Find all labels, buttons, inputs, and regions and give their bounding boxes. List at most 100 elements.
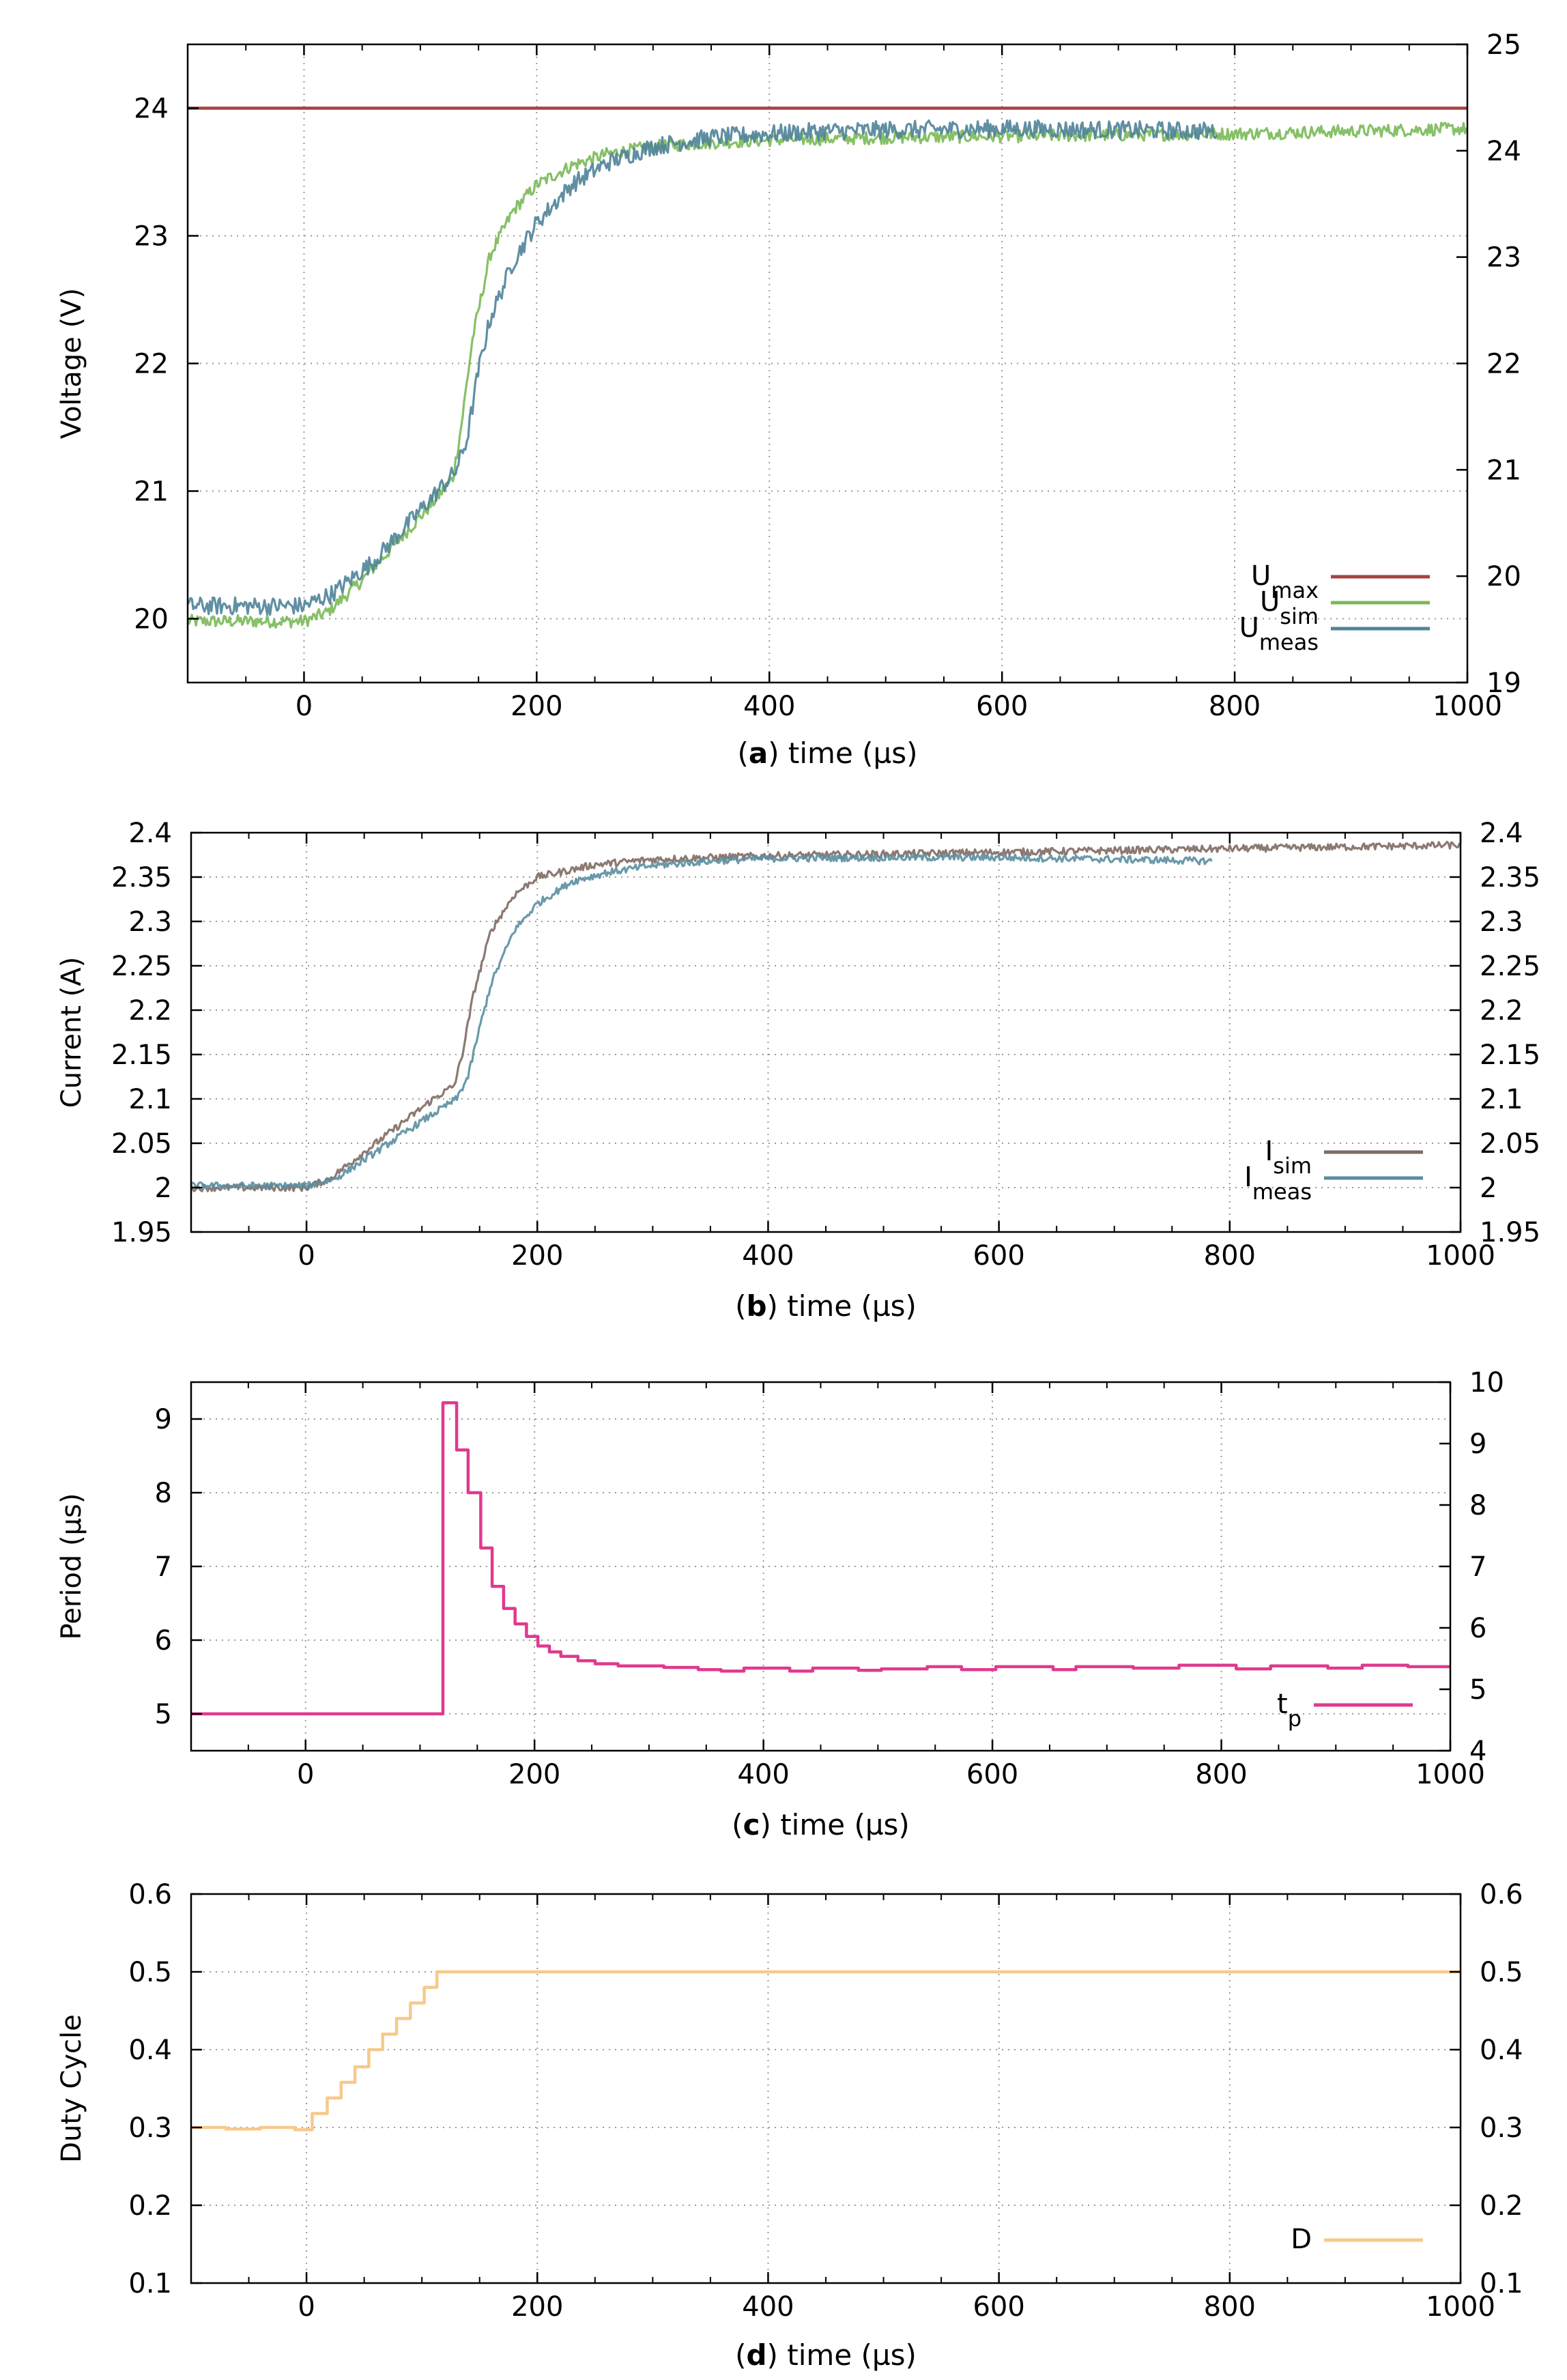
y-tick-label: 2.25 [111, 951, 172, 982]
y-tick-label: 7 [155, 1551, 172, 1583]
y-tick-label: 23 [134, 221, 169, 253]
y2-tick-label: 25 [1486, 29, 1521, 61]
y2-tick-label: 0.6 [1480, 1879, 1523, 1910]
y2-tick-label: 2.4 [1480, 818, 1523, 849]
y-tick-label: 2.2 [128, 995, 172, 1027]
legend-label: Usim [1260, 586, 1319, 629]
x-tick-label: 400 [743, 691, 795, 722]
legend-label: tp [1277, 1689, 1302, 1732]
y-tick-label: 6 [155, 1625, 172, 1657]
y2-tick-label: 5 [1469, 1674, 1486, 1706]
x-tick-label: 0 [298, 2291, 315, 2323]
y2-tick-label: 2.15 [1480, 1040, 1540, 1071]
x-tick-label: 200 [511, 2291, 563, 2323]
y-tick-label: 2.1 [128, 1084, 172, 1115]
y-tick-label: 22 [134, 349, 169, 380]
series-line-u-sim [186, 121, 1468, 629]
x-axis-label: (b) time (µs) [735, 1289, 917, 1323]
y2-tick-label: 10 [1469, 1367, 1504, 1399]
legend: D [1291, 2224, 1423, 2255]
y2-tick-label: 23 [1486, 242, 1521, 274]
y-tick-label: 0.3 [128, 2112, 172, 2144]
x-tick-label: 600 [973, 1240, 1024, 1272]
x-tick-label: 800 [1204, 1240, 1256, 1272]
series-line-t-p [191, 1401, 1450, 1716]
x-tick-label: 800 [1209, 691, 1261, 722]
x-tick-label: 0 [298, 1240, 315, 1272]
y-axis-label: Duty Cycle [56, 2014, 87, 2163]
y-tick-label: 9 [155, 1404, 172, 1435]
y-tick-label: 0.5 [128, 1957, 172, 1988]
y-axis-label: Voltage (V) [56, 288, 87, 439]
y2-tick-label: 7 [1469, 1551, 1486, 1583]
legend: tp [1277, 1689, 1413, 1732]
y-tick-label: 5 [155, 1699, 172, 1730]
series-line-u-meas [186, 119, 1218, 616]
x-tick-label: 1000 [1433, 691, 1502, 722]
y2-tick-label: 2.1 [1480, 1084, 1523, 1115]
y-tick-label: 1.95 [111, 1217, 172, 1248]
y-axis-label: Current (A) [56, 957, 87, 1108]
y2-tick-label: 0.4 [1480, 2035, 1523, 2066]
x-axis-label: (c) time (µs) [732, 1808, 910, 1841]
y2-tick-label: 19 [1486, 668, 1521, 699]
y2-tick-label: 2.2 [1480, 995, 1523, 1027]
chart-panel-c: 0 200 400 600 800 1000 5 6 7 8 9 4 5 6 7 8 9 10 Period (µs… [56, 1367, 1504, 1841]
y2-tick-label: 2.3 [1480, 906, 1523, 938]
x-tick-label: 0 [297, 1759, 314, 1790]
legend-label: D [1291, 2224, 1312, 2255]
x-tick-label: 200 [511, 691, 562, 722]
chart-panel-b: 0 200 400 600 800 10001.9522.052.12.152.22.25… [56, 818, 1540, 1323]
y2-tick-label: 6 [1469, 1613, 1486, 1644]
plot-frame [190, 831, 1462, 1233]
series-line-d [191, 1970, 1461, 2132]
y-axis-label: Period (µs) [56, 1493, 87, 1640]
legend-label: Umeas [1239, 612, 1319, 655]
y-tick-label: 0.6 [128, 1879, 172, 1910]
x-axis-label: (a) time (µs) [737, 736, 917, 770]
x-tick-label: 200 [508, 1759, 560, 1790]
y-tick-label: 2.35 [111, 862, 172, 893]
y-tick-label: 2.15 [111, 1040, 172, 1071]
y2-tick-label: 2 [1480, 1173, 1497, 1204]
legend-label: Umax [1251, 560, 1319, 603]
x-tick-label: 600 [966, 1759, 1018, 1790]
y2-tick-label: 24 [1486, 136, 1521, 167]
x-axis-label: (d) time (µs) [735, 2338, 917, 2372]
y-tick-label: 8 [155, 1478, 172, 1509]
x-tick-label: 400 [737, 1759, 789, 1790]
x-tick-label: 400 [742, 1240, 794, 1272]
series-line-i-meas [190, 852, 1213, 1190]
plot-frame [190, 1893, 1462, 2284]
x-tick-label: 200 [511, 1240, 563, 1272]
legend-label: Isim [1265, 1136, 1312, 1179]
y2-tick-label: 0.1 [1480, 2268, 1523, 2299]
y-tick-label: 2.4 [128, 818, 172, 849]
y-tick-label: 2 [155, 1173, 172, 1204]
y-tick-label: 0.2 [128, 2190, 172, 2222]
plot-frame [190, 1381, 1452, 1752]
y2-tick-label: 20 [1486, 561, 1521, 592]
y2-tick-label: 0.2 [1480, 2190, 1523, 2222]
x-tick-label: 1000 [1426, 2291, 1495, 2323]
x-tick-label: 400 [742, 2291, 794, 2323]
y2-tick-label: 1.95 [1480, 1217, 1540, 1248]
y2-tick-label: 22 [1486, 349, 1521, 380]
y2-tick-label: 0.3 [1480, 2112, 1523, 2144]
y-tick-label: 21 [134, 476, 169, 508]
y2-tick-label: 9 [1469, 1429, 1486, 1460]
x-tick-label: 1000 [1415, 1759, 1485, 1790]
y2-tick-label: 2.35 [1480, 862, 1540, 893]
x-tick-label: 800 [1204, 2291, 1256, 2323]
y-tick-label: 0.1 [128, 2268, 172, 2299]
x-tick-label: 800 [1195, 1759, 1247, 1790]
y2-tick-label: 0.5 [1480, 1957, 1523, 1988]
x-tick-label: 600 [973, 2291, 1024, 2323]
x-tick-label: 600 [976, 691, 1028, 722]
y-tick-label: 24 [134, 94, 169, 125]
y2-tick-label: 21 [1486, 455, 1521, 486]
y2-tick-label: 4 [1469, 1736, 1486, 1767]
